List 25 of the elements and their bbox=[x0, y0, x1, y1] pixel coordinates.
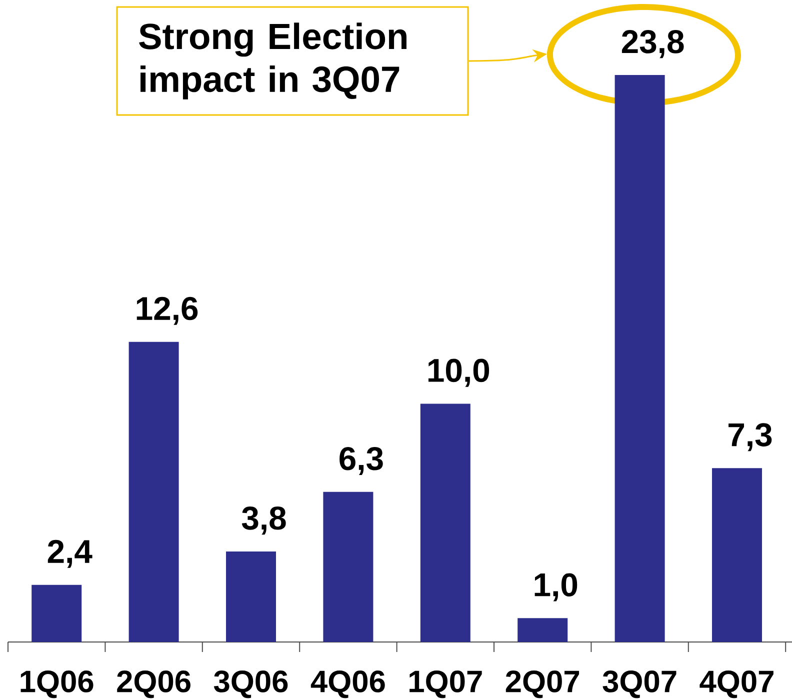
bar bbox=[128, 342, 179, 642]
x-tick-label: 1Q06 bbox=[20, 670, 94, 698]
data-label: 12,6 bbox=[136, 296, 198, 325]
bar bbox=[518, 618, 568, 642]
data-label: 10,0 bbox=[428, 358, 490, 387]
bar bbox=[323, 492, 374, 642]
annotation: Strong Election impact in 3Q07 bbox=[139, 22, 406, 100]
data-label: 7,3 bbox=[728, 423, 772, 452]
x-tick-label: 1Q07 bbox=[410, 670, 482, 698]
x-tick-label: 3Q07 bbox=[602, 670, 676, 698]
x-tick-label: 4Q07 bbox=[700, 670, 774, 698]
x-tick-label: 4Q06 bbox=[310, 670, 385, 698]
x-tick-label: 2Q07 bbox=[506, 670, 580, 698]
bar bbox=[712, 468, 762, 642]
x-tick-label: 2Q06 bbox=[117, 670, 190, 698]
data-label: 23,8 bbox=[622, 30, 684, 58]
bar bbox=[420, 404, 470, 642]
x-tick-label: 3Q06 bbox=[214, 670, 288, 698]
bar bbox=[614, 74, 665, 642]
data-label: 3,8 bbox=[242, 506, 286, 535]
bar bbox=[32, 584, 82, 642]
data-label: 1,0 bbox=[534, 573, 578, 602]
data-label: 6,3 bbox=[340, 446, 383, 476]
data-label: 2,4 bbox=[48, 540, 92, 568]
bar bbox=[226, 551, 276, 642]
